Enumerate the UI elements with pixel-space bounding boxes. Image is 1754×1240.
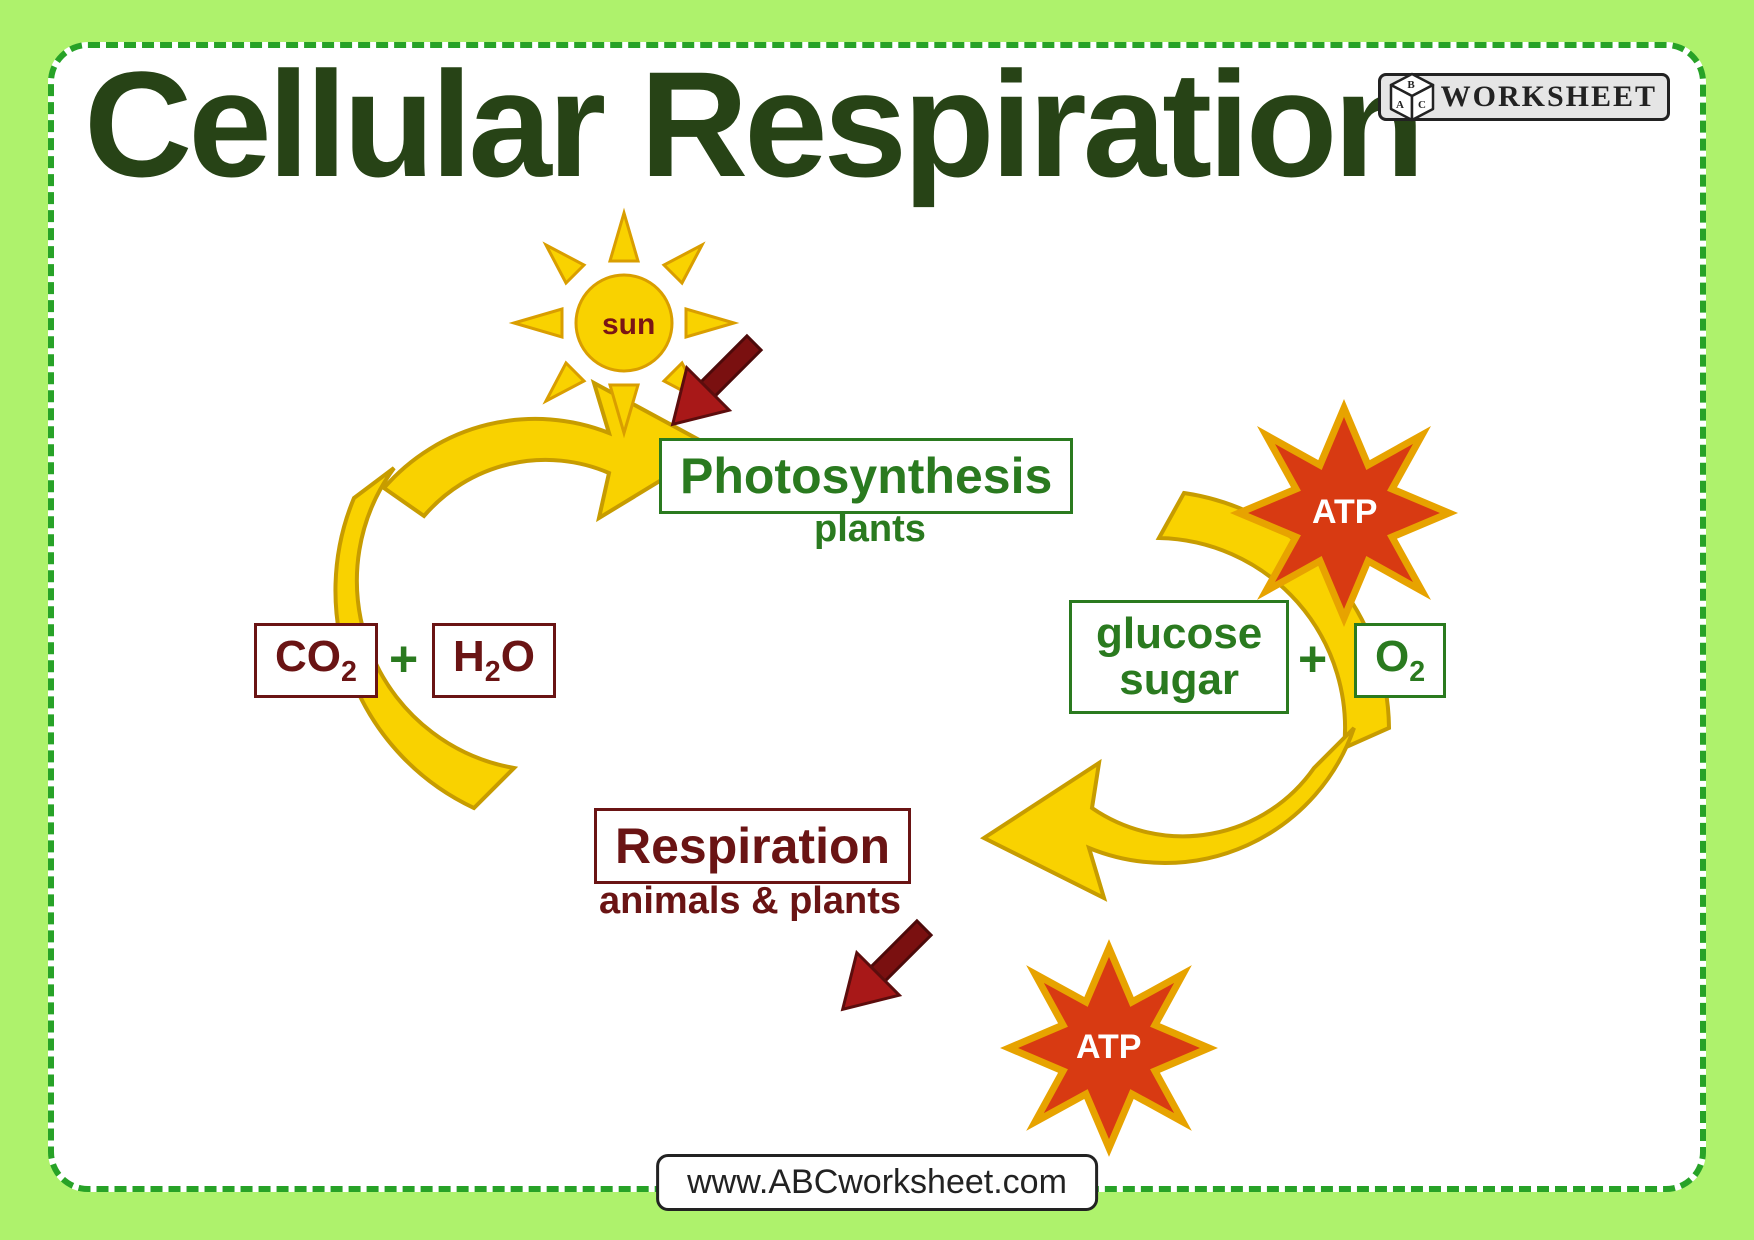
o2-box: O2 [1354, 623, 1446, 698]
footer-url: www.ABCworksheet.com [656, 1154, 1098, 1211]
worksheet-frame: Cellular Respiration B A C WORKSHEET [48, 42, 1706, 1192]
plus-left: + [389, 630, 418, 688]
h2o-box: H2O [432, 623, 556, 698]
red-arrow-resp [821, 907, 945, 1031]
curved-arrow-left [335, 383, 714, 808]
glucose-l2: sugar [1119, 655, 1239, 704]
glucose-box: glucose sugar [1069, 600, 1289, 714]
plus-right: + [1298, 630, 1327, 688]
photosynthesis-sub: plants [814, 508, 926, 551]
respiration-box: Respiration [594, 808, 911, 884]
sun-label: sun [602, 308, 655, 342]
respiration-sub: animals & plants [599, 880, 901, 923]
photosynthesis-box: Photosynthesis [659, 438, 1073, 514]
atp-label-bottom: ATP [1076, 1028, 1141, 1067]
atp-label-top: ATP [1312, 493, 1377, 532]
diagram-canvas: sun Photosynthesis plants Respiration an… [54, 48, 1700, 1186]
co2-box: CO2 [254, 623, 378, 698]
glucose-l1: glucose [1096, 609, 1262, 658]
